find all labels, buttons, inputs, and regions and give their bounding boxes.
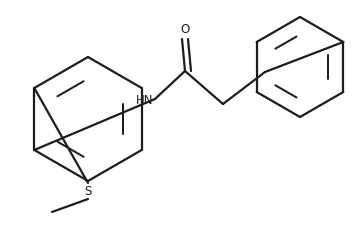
Text: S: S xyxy=(84,185,92,198)
Text: O: O xyxy=(180,23,190,36)
Text: HN: HN xyxy=(136,94,153,107)
